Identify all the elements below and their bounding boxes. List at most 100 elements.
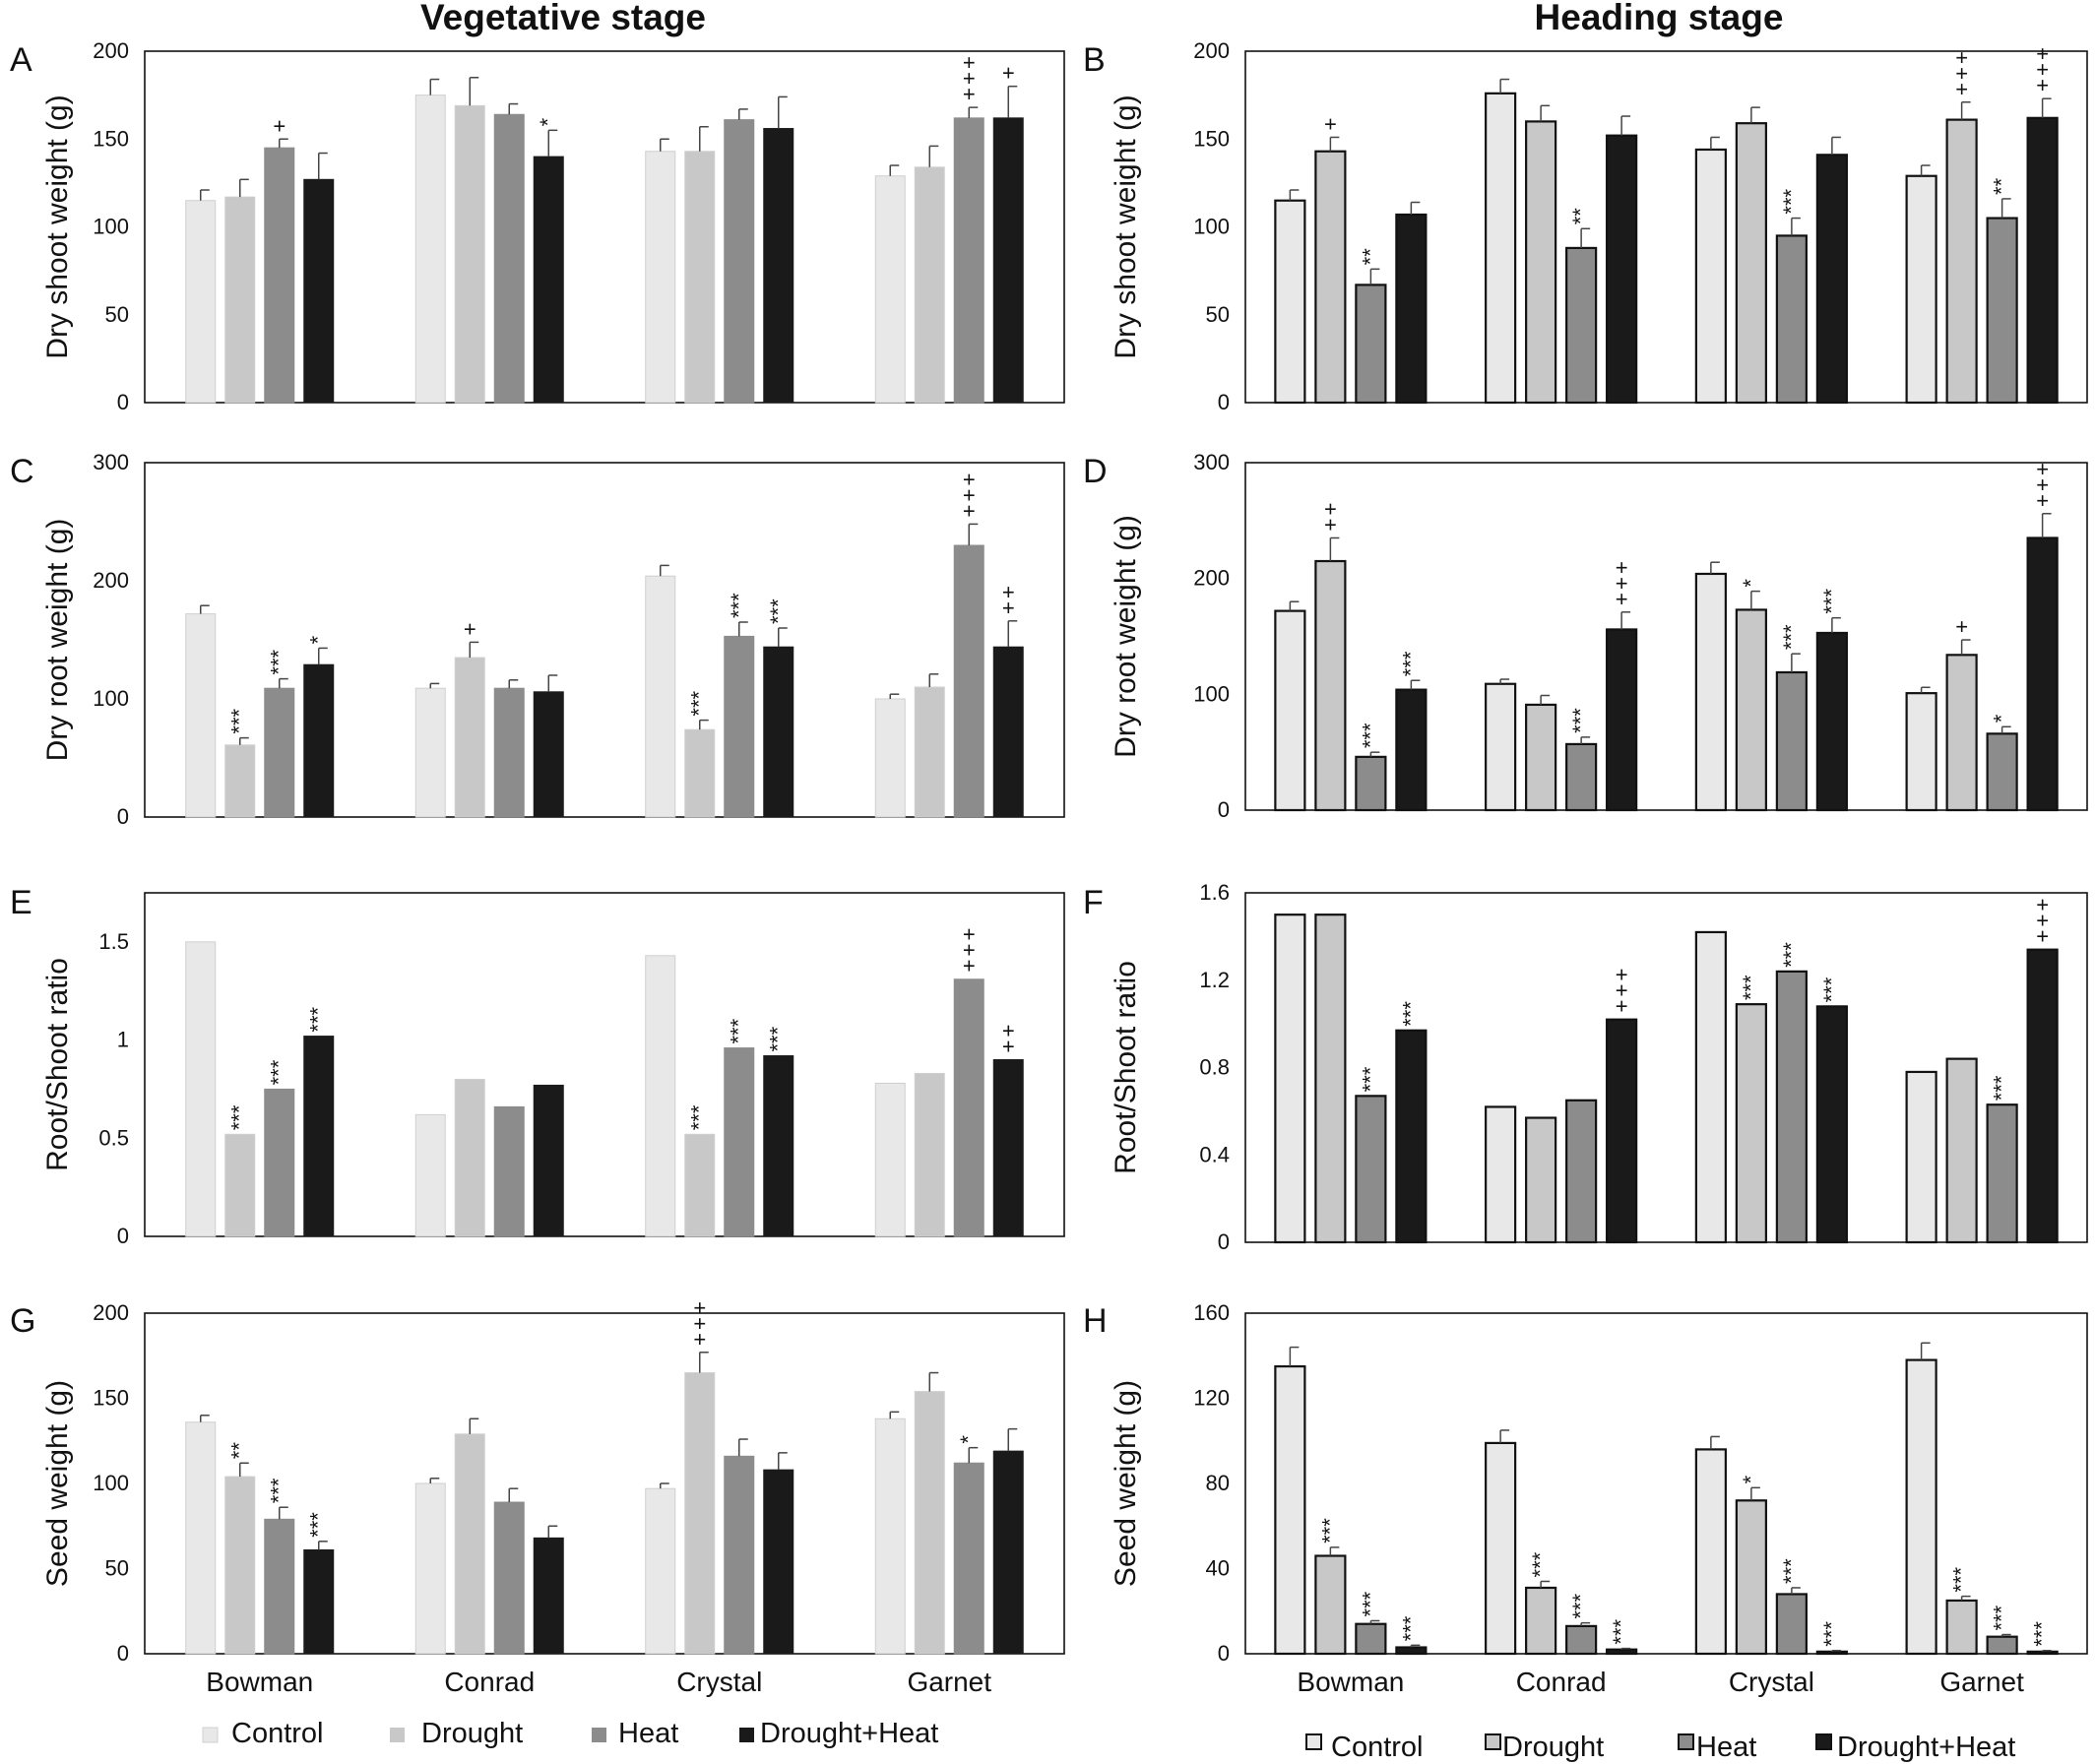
plot-frame	[144, 892, 1065, 1237]
bar	[992, 117, 1024, 404]
bar	[303, 1036, 335, 1237]
y-tick-label: 200	[1193, 38, 1230, 63]
significance-label: ***	[227, 1104, 252, 1130]
y-tick-label: 0.4	[1199, 1142, 1230, 1166]
significance-label: +	[2036, 57, 2049, 82]
significance-label: ***	[766, 598, 791, 624]
bar	[185, 613, 217, 818]
bar	[874, 698, 906, 818]
bar	[1815, 631, 1848, 812]
column-title-heading: Heading stage	[1535, 0, 1784, 37]
bar	[1355, 755, 1387, 812]
bar	[1775, 234, 1808, 405]
significance-label: +	[693, 1295, 706, 1320]
bar	[1735, 1499, 1767, 1656]
y-tick-label: 1.5	[98, 929, 129, 954]
bar	[493, 113, 525, 404]
significance-label: ***	[766, 1026, 791, 1051]
panel-letter: B	[1083, 41, 1106, 79]
bar	[414, 1482, 446, 1655]
bar	[1735, 608, 1767, 812]
y-tick-label: 0	[1218, 1229, 1230, 1254]
bar	[1395, 688, 1428, 812]
bar	[874, 1418, 906, 1655]
bar	[454, 104, 485, 404]
bar	[1485, 92, 1517, 405]
x-category-label: Garnet	[1939, 1667, 2024, 1697]
bar	[1525, 703, 1557, 812]
significance-label: ***	[1398, 1615, 1423, 1641]
bar	[2026, 536, 2059, 812]
bar	[1945, 118, 1978, 405]
bar	[1905, 692, 1937, 812]
bar	[1355, 1095, 1387, 1244]
significance-label: ***	[1528, 1551, 1553, 1577]
bar	[1395, 1029, 1428, 1244]
y-tick-label: 1	[117, 1028, 129, 1052]
significance-label: +	[464, 616, 476, 641]
y-tick-label: 0.5	[98, 1125, 129, 1150]
y-tick-label: 40	[1206, 1556, 1230, 1581]
significance-label: *	[1990, 714, 2014, 723]
legend-swatch-heat	[1678, 1733, 1694, 1750]
significance-label: ***	[306, 1512, 331, 1538]
legend-swatch-drought-heat	[739, 1728, 754, 1742]
bar	[533, 156, 564, 404]
significance-label: ***	[1990, 1605, 2014, 1630]
significance-label: +	[1324, 496, 1337, 521]
bar	[1945, 1599, 1978, 1656]
y-tick-label: 0	[117, 1641, 129, 1666]
bar	[1565, 742, 1598, 812]
bar	[874, 1082, 906, 1237]
x-category-label: Crystal	[1729, 1667, 1814, 1697]
significance-label: ***	[306, 1006, 331, 1032]
bar	[684, 1372, 716, 1655]
y-tick-label: 100	[93, 1471, 129, 1495]
bar	[953, 117, 984, 404]
bar	[1565, 1624, 1598, 1656]
bar	[724, 119, 755, 404]
significance-label: +	[1616, 978, 1628, 1003]
bar	[684, 151, 716, 404]
bar	[763, 646, 794, 818]
significance-label: ***	[1568, 708, 1593, 733]
bar	[1274, 1364, 1306, 1656]
bar	[264, 1518, 295, 1655]
bar	[1815, 1650, 1848, 1656]
panel-letter: F	[1083, 884, 1104, 921]
significance-label: *	[536, 117, 560, 126]
bar	[224, 1476, 256, 1655]
bar	[1525, 120, 1557, 405]
bar	[1775, 1593, 1808, 1656]
bar	[992, 1059, 1024, 1237]
x-category-label: Bowman	[206, 1667, 313, 1697]
plot-frame	[1244, 892, 2088, 1243]
bar	[493, 687, 525, 818]
bar	[1986, 1103, 2018, 1244]
significance-label: +	[1002, 1019, 1015, 1043]
panel-h: H Seed weight (g) 0 40 80 120 160 *** *** *** Bowm…	[1083, 1300, 2088, 1697]
significance-label: +	[2036, 457, 2049, 481]
y-tick-label: 150	[93, 1386, 129, 1411]
bar	[1815, 154, 1848, 405]
bar	[684, 728, 716, 818]
y-tick-label: 50	[105, 302, 129, 327]
bar	[1945, 1057, 1978, 1244]
legend-left: Control Drought Heat Drought+Heat	[202, 1718, 938, 1749]
legend-right: Control Drought Heat Drought+Heat	[1305, 1732, 2015, 1763]
significance-label: ***	[1739, 975, 1763, 1000]
y-tick-label: 0	[117, 1224, 129, 1248]
bar	[1986, 1635, 2018, 1656]
panel-e: E Root/Shoot ratio 0 0.5 1 1.5 *** *** *** *** ***…	[10, 884, 1065, 1248]
legend-swatch-drought-heat	[1815, 1733, 1832, 1750]
y-tick-label: 1.2	[1199, 968, 1230, 992]
significance-label: +	[963, 498, 976, 523]
significance-label: ***	[1358, 723, 1382, 748]
legend-swatch-control	[1305, 1733, 1322, 1750]
panel-letter: G	[10, 1302, 35, 1340]
x-category-label: Crystal	[676, 1667, 762, 1697]
bar	[1565, 246, 1598, 405]
